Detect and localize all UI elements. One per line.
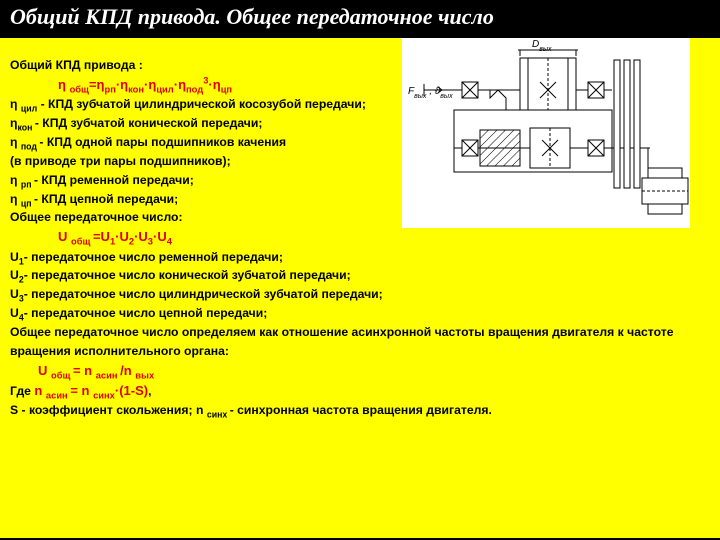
nasin-line: Где n асин = n синх·(1-S), [10, 381, 710, 401]
u-ratio-formula: U общ = n асин /n вых [10, 361, 710, 381]
diagram-svg: Dвых Fвых , ϑвых [402, 38, 690, 228]
definition-line: Общее передаточное число определяем как … [10, 323, 710, 361]
slide-body: Dвых Fвых , ϑвых [0, 38, 720, 538]
line-u3: U3- передаточное число цилиндрической зу… [10, 285, 710, 304]
slide-title: Общий КПД привода. Общее передаточное чи… [0, 0, 720, 38]
label-fv: Fвых , ϑвых [408, 86, 453, 100]
u-formula: U общ =U1·U2·U3·U4 [10, 227, 710, 247]
line-u1: U1- передаточное число ременной передачи… [10, 248, 710, 267]
line-u4: U4- передаточное число цепной передачи; [10, 304, 710, 323]
slip-line: S - коэффициент скольжения; n синх - син… [10, 401, 710, 420]
line-u2: U2- передаточное число конической зубчат… [10, 266, 710, 285]
kinematic-diagram: Dвых Fвых , ϑвых [402, 38, 690, 228]
